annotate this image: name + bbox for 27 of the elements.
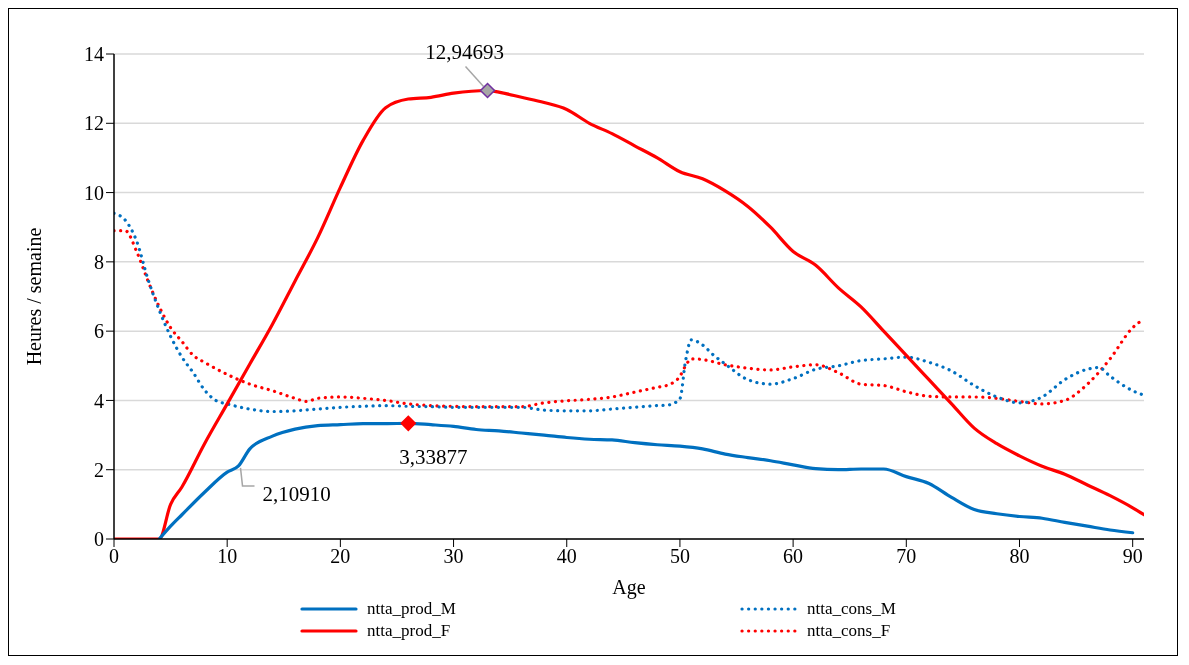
annotation: 3,33877 — [399, 445, 468, 470]
x-tick-label: 30 — [443, 545, 464, 568]
y-tick-label: 0 — [94, 528, 104, 551]
y-tick-label: 10 — [84, 181, 104, 204]
x-tick-label: 20 — [330, 545, 351, 568]
x-tick-label: 60 — [783, 545, 804, 568]
x-tick-label: 70 — [896, 545, 917, 568]
x-tick-label: 0 — [109, 545, 119, 568]
x-tick-label: 40 — [556, 545, 577, 568]
y-tick-label: 8 — [94, 250, 104, 273]
x-tick-label: 10 — [217, 545, 238, 568]
y-tick-label: 6 — [94, 320, 104, 343]
y-tick-label: 2 — [94, 458, 104, 481]
x-tick-label: 80 — [1009, 545, 1030, 568]
y-axis-title: Heures / semaine — [23, 227, 46, 366]
y-tick-label: 14 — [84, 43, 104, 66]
legend-label: ntta_cons_F — [807, 621, 891, 641]
x-axis-title: Age — [612, 576, 646, 599]
y-tick-label: 4 — [94, 389, 104, 412]
x-tick-label: 90 — [1122, 545, 1143, 568]
y-tick-label: 12 — [84, 112, 104, 135]
legend-label: ntta_prod_M — [367, 599, 456, 619]
annotation: 12,94693 — [425, 40, 504, 65]
annotation: 2,10910 — [262, 481, 331, 506]
legend-label: ntta_prod_F — [367, 621, 451, 641]
legend-label: ntta_cons_M — [807, 599, 896, 619]
x-tick-label: 50 — [669, 545, 690, 568]
